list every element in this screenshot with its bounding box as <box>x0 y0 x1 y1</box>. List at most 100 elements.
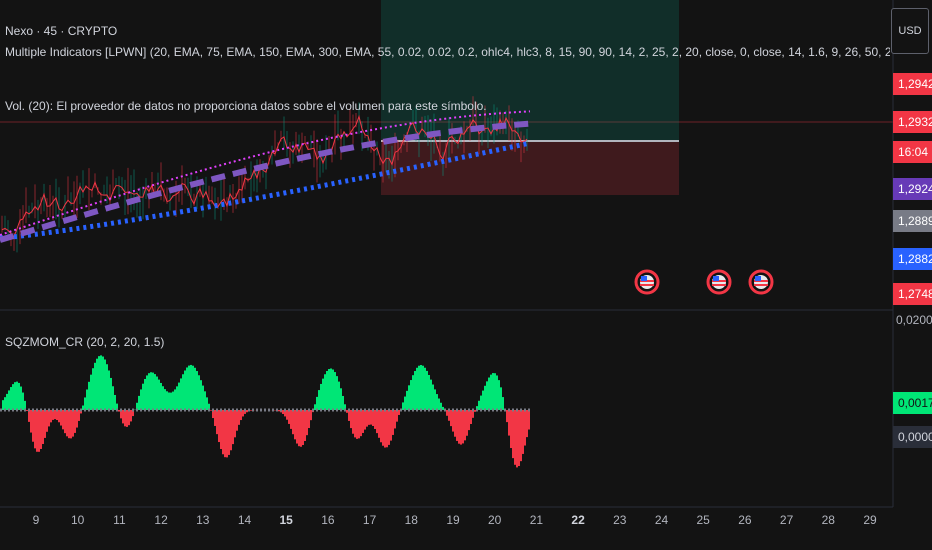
histogram-bar <box>174 389 176 410</box>
histogram-bar <box>480 395 482 410</box>
oscillator-tag[interactable]: 0,0000 <box>893 426 932 448</box>
histogram-bar <box>186 367 188 410</box>
volume-legend[interactable]: Vol. (20): El proveedor de datos no prop… <box>5 99 487 113</box>
histogram-bar <box>354 410 356 438</box>
histogram-bar <box>106 364 108 410</box>
histogram-bar <box>182 374 184 410</box>
histogram-bar <box>372 410 374 427</box>
us-flag-icon[interactable] <box>634 269 660 295</box>
currency-button[interactable]: USD <box>891 8 929 54</box>
histogram-bar <box>412 375 414 410</box>
histogram-bar <box>218 410 220 443</box>
histogram-bar <box>384 410 386 448</box>
histogram-bar <box>512 410 514 459</box>
histogram-bar <box>204 391 206 410</box>
histogram-bar <box>232 410 234 445</box>
price-tag[interactable]: 1,2882 <box>893 248 932 270</box>
histogram-bar <box>428 374 430 410</box>
histogram-bar <box>198 375 200 410</box>
histogram-bar <box>340 388 342 410</box>
histogram-bar <box>416 367 418 410</box>
price-tag[interactable]: 1,2748 <box>893 283 932 305</box>
histogram-bar <box>506 410 508 423</box>
histogram-bar <box>426 370 428 410</box>
histogram-bar <box>8 390 10 410</box>
histogram-bar <box>420 365 422 410</box>
date-tick-label: 22 <box>571 513 585 527</box>
date-tick-label: 20 <box>488 513 502 527</box>
histogram-bar <box>74 410 76 433</box>
histogram-bar <box>418 365 420 410</box>
price-tag[interactable]: 1,2932 <box>893 111 932 133</box>
histogram-bar <box>194 367 196 410</box>
histogram-bar <box>348 410 350 421</box>
histogram-bar <box>282 410 284 414</box>
histogram-bar <box>200 380 202 410</box>
price-line <box>1 114 528 238</box>
histogram-bar <box>90 374 92 410</box>
date-tick-label: 28 <box>821 513 835 527</box>
histogram-bar <box>442 406 444 410</box>
histogram-bar <box>330 368 332 410</box>
pane-divider-label: 0,0200 <box>896 313 932 327</box>
date-tick-label: 16 <box>321 513 335 527</box>
histogram-bar <box>336 376 338 410</box>
price-tag[interactable]: 16:04 <box>893 141 932 163</box>
oscillator-legend[interactable]: SQZMOM_CR (20, 2, 20, 1.5) <box>5 335 165 349</box>
histogram-bar <box>334 372 336 410</box>
histogram-bar <box>366 410 368 427</box>
us-flag-icon[interactable] <box>748 269 774 295</box>
histogram-bar <box>376 410 378 434</box>
histogram-bar <box>18 382 20 410</box>
ema-lines-group <box>0 110 531 243</box>
histogram-bar <box>114 394 116 410</box>
long-position-profit-zone[interactable] <box>381 0 679 141</box>
us-flag-icon[interactable] <box>706 269 732 295</box>
histogram-bar <box>492 373 494 410</box>
histogram-bar <box>326 370 328 410</box>
histogram-bar <box>94 362 96 410</box>
histogram-bar <box>500 387 502 410</box>
histogram-bar <box>234 410 236 438</box>
histogram-bar <box>250 410 252 411</box>
histogram-bar <box>408 385 410 410</box>
long-position-loss-zone[interactable] <box>381 141 679 195</box>
price-tag[interactable]: 1,2889 <box>893 210 932 232</box>
histogram-bar <box>192 365 194 410</box>
histogram-bar <box>328 369 330 410</box>
histogram-bar <box>482 390 484 410</box>
symbol-title[interactable]: Nexo · 45 · CRYPTO <box>5 24 118 38</box>
histogram-bar <box>154 374 156 410</box>
histogram-bar <box>484 385 486 410</box>
histogram-bar <box>46 410 48 432</box>
histogram-bar <box>140 389 142 410</box>
indicator-legend[interactable]: Multiple Indicators [LPWN] (20, EMA, 75,… <box>5 45 890 59</box>
histogram-bar <box>320 383 322 410</box>
histogram-bar <box>342 395 344 410</box>
squeeze-histogram <box>0 355 530 468</box>
histogram-bar <box>172 391 174 410</box>
histogram-bar <box>424 367 426 410</box>
histogram-bar <box>146 375 148 410</box>
histogram-bar <box>390 410 392 441</box>
histogram-bar <box>212 410 214 419</box>
histogram-bar <box>208 403 210 410</box>
histogram-bar <box>286 410 288 420</box>
histogram-bar <box>10 387 12 410</box>
histogram-bar <box>118 410 120 412</box>
histogram-bar <box>406 390 408 410</box>
histogram-bar <box>158 379 160 410</box>
histogram-bar <box>148 373 150 410</box>
price-tag[interactable]: 1,2924 <box>893 178 932 200</box>
histogram-bar <box>242 410 244 417</box>
histogram-bar <box>116 403 118 410</box>
price-tag[interactable]: 1,2942 <box>893 73 932 95</box>
histogram-bar <box>178 382 180 410</box>
histogram-bar <box>72 410 74 437</box>
oscillator-tag[interactable]: 0,0017 <box>893 392 932 414</box>
histogram-bar <box>304 410 306 442</box>
histogram-bar <box>516 410 518 468</box>
histogram-bar <box>6 393 8 410</box>
